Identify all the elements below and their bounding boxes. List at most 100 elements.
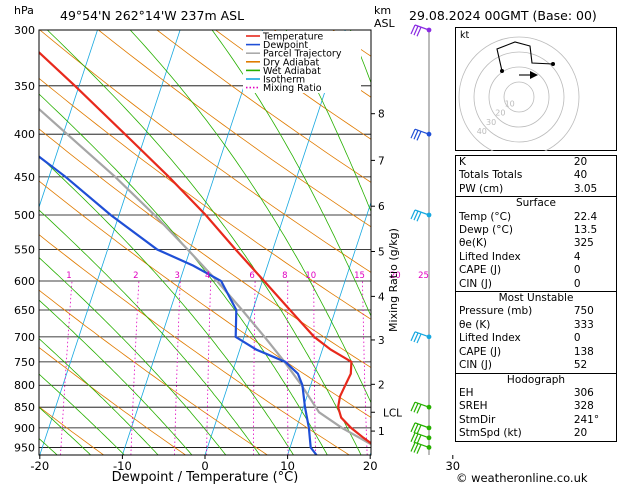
- wet-adiabat-line: [39, 155, 305, 455]
- dry-adiabat-line: [39, 77, 371, 320]
- pressure-unit-label: hPa: [14, 4, 34, 17]
- wet-adiabat-line: [39, 406, 106, 455]
- mixing-ratio-label: 1: [66, 271, 71, 281]
- indices-label: K: [459, 156, 466, 168]
- indices-label: Totals Totals: [459, 169, 523, 182]
- indices-value: 3.05: [573, 182, 598, 195]
- pressure-tick-label: 300: [14, 24, 35, 37]
- hodograph-frame: [455, 27, 617, 151]
- hodograph-ring: [458, 36, 580, 151]
- indices-label: CAPE (J): [459, 345, 502, 358]
- wind-barb: [410, 432, 432, 445]
- isotherm-line: [39, 30, 181, 455]
- indices-row: CAPE (J) 0: [456, 264, 617, 277]
- indices-row: Lifted Index 0: [456, 332, 617, 345]
- legend-label: Temperature: [262, 32, 323, 43]
- indices-label: Lifted Index: [459, 250, 521, 263]
- hodograph-ring: [473, 51, 565, 143]
- height-asl-label: ASL: [374, 17, 395, 30]
- hodograph-trace: [496, 41, 554, 72]
- pressure-tick-label: 550: [14, 244, 35, 257]
- indices-section-header: Hodograph: [455, 372, 617, 387]
- indices-row: θe(K) 325: [456, 237, 617, 250]
- plot-area: [0, 30, 371, 455]
- pressure-tick-label: 750: [14, 356, 35, 369]
- indices-value: 0: [573, 277, 581, 290]
- dry-adiabat-line: [39, 180, 371, 418]
- x-tick-label: 30: [445, 459, 460, 473]
- indices-value: 0: [573, 332, 581, 345]
- pressure-tick-label: 350: [14, 80, 35, 93]
- indices-row: CIN (J) 52: [456, 359, 617, 373]
- indices-value: 0: [573, 264, 581, 277]
- wet-adiabat-line: [39, 93, 338, 455]
- indices-row: K 20: [456, 156, 617, 170]
- legend-label: Mixing Ratio: [263, 83, 322, 94]
- mixing-ratio-line: [313, 281, 316, 455]
- indices-label: SREH: [459, 400, 488, 413]
- indices-value: 325: [573, 237, 594, 250]
- isotherm-line: [0, 30, 15, 455]
- mixing-ratio-line: [253, 280, 256, 455]
- pressure-tick-label: 500: [14, 209, 35, 222]
- indices-value: 138: [573, 345, 594, 358]
- valid-time-label: 29.08.2024 00GMT (Base: 00): [409, 8, 597, 23]
- legend-label: Wet Adiabat: [263, 66, 321, 77]
- indices-label: CIN (J): [459, 359, 492, 372]
- dry-adiabat-line: [39, 289, 268, 455]
- indices-value: 40: [573, 169, 588, 182]
- indices-row: θe (K) 333: [456, 319, 617, 332]
- hodograph-point: [551, 62, 555, 66]
- indices-label: Pressure (mb): [459, 305, 533, 318]
- height-tick-label: 7: [378, 155, 385, 167]
- dry-adiabat-line: [39, 346, 186, 455]
- indices-label: CIN (J): [459, 277, 492, 290]
- indices-row: StmDir 241°: [456, 414, 617, 427]
- legend-box: [243, 31, 361, 93]
- wind-barb: [410, 441, 432, 454]
- legend-label: Dry Adiabat: [263, 57, 320, 68]
- indices-value: 20: [573, 427, 588, 440]
- hodograph-ring: [503, 81, 535, 113]
- indices-row: Dewp (°C) 13.5: [456, 224, 617, 237]
- mixing-ratio-label: 4: [205, 271, 210, 281]
- height-unit-label: km: [374, 4, 392, 17]
- indices-label: Temp (°C): [459, 210, 512, 223]
- hodograph-point: [500, 69, 504, 73]
- pressure-tick-label: 850: [14, 401, 35, 414]
- location-label: 49°54'N 262°14'W 237m ASL: [60, 8, 245, 23]
- indices-value: 328: [573, 400, 594, 413]
- indices-value: 20: [573, 156, 588, 168]
- mixing-ratio-label: 25: [418, 271, 429, 281]
- indices-row: Temp (°C) 22.4: [456, 211, 617, 224]
- hodograph-ring-label: 30: [486, 118, 496, 127]
- indices-row: EH 306: [456, 387, 617, 400]
- indices-row: Totals Totals 40: [456, 169, 617, 182]
- indices-value: 241°: [573, 413, 600, 426]
- pressure-tick-label: 800: [14, 379, 35, 392]
- storm-motion-arrowhead: [530, 71, 538, 79]
- wet-adiabat-line: [39, 209, 272, 455]
- height-tick-label: 2: [378, 379, 385, 391]
- dewpoint-profile: [39, 155, 318, 455]
- isotherm-line: [287, 201, 371, 455]
- mixing-ratio-label: 6: [249, 271, 254, 281]
- pressure-tick-label: 950: [14, 441, 35, 454]
- indices-row: SREH 328: [456, 400, 617, 413]
- mixing-ratio-label: 2: [133, 271, 138, 281]
- dry-adiabat-line: [156, 30, 371, 183]
- pressure-tick-label: 600: [14, 275, 35, 288]
- temperature-profile: [39, 50, 371, 445]
- x-tick-label: 20: [363, 459, 378, 473]
- wet-adiabat-line: [47, 30, 371, 455]
- dry-adiabat-line: [39, 30, 371, 273]
- indices-label: θe (K): [459, 318, 491, 331]
- x-axis-label: Dewpoint / Temperature (°C): [112, 470, 299, 485]
- indices-label: CAPE (J): [459, 264, 502, 277]
- indices-value: 306: [573, 386, 594, 399]
- mixing-ratio-line: [287, 281, 289, 455]
- hodograph-ring-label: 40: [477, 127, 487, 136]
- wind-barb: [410, 422, 432, 435]
